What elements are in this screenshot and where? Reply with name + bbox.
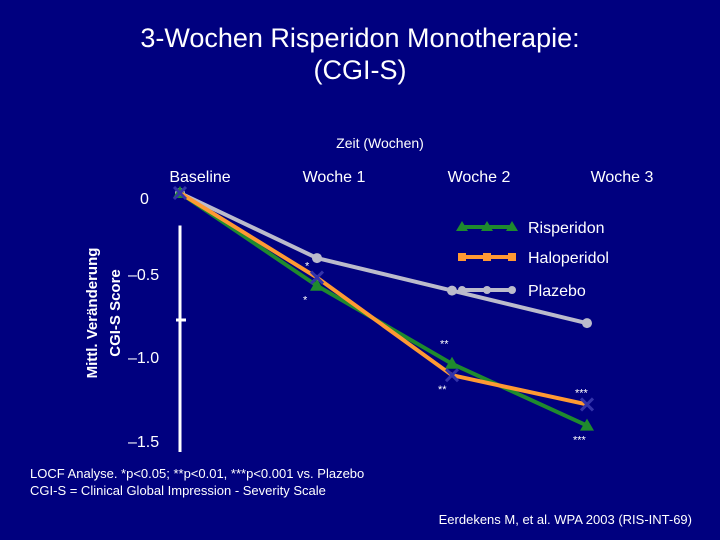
legend-marker-risperidon-0 — [456, 221, 468, 231]
x-tick-label-woche-2: Woche 2 — [448, 169, 511, 186]
legend-marker-plazebo-2 — [508, 286, 516, 294]
y-axis-title-line1: Mittl. Veränderung — [84, 248, 101, 379]
point-haloperidol-woche-1-stroke-b — [309, 270, 325, 285]
x-axis-title: Zeit (Wochen) — [336, 135, 424, 151]
series-line-plazebo — [179, 191, 588, 326]
legend-item-risperidon: Risperidon — [456, 220, 604, 237]
legend-marker-haloperidol-0 — [458, 253, 466, 261]
chart-title: 3-Wochen Risperidon Monotherapie: (CGI-S… — [0, 22, 720, 86]
annotation-4: *** — [575, 387, 589, 399]
x-tick-label-woche-3: Woche 3 — [591, 169, 654, 186]
y-tick-label--1-0: –1.0 — [128, 350, 159, 367]
point-risperidon-woche-1 — [310, 278, 324, 291]
point-haloperidol-woche-2-stroke-b — [444, 368, 460, 383]
annotation-0: * — [305, 261, 310, 273]
y-axis-title-line2: CGI-S Score — [107, 269, 124, 357]
chart-title-line1: 3-Wochen Risperidon Monotherapie: — [140, 23, 580, 53]
x-tick-label-baseline: Baseline — [169, 169, 230, 186]
y-tick-label-0: 0 — [140, 191, 149, 208]
series-haloperidol — [172, 185, 595, 412]
legend-marker-haloperidol-1 — [483, 253, 491, 261]
x-tick-label-woche-1: Woche 1 — [303, 169, 366, 186]
series-lines — [172, 185, 595, 431]
y-tick-labels: 0 –0.5 –1.0 –1.5 — [128, 191, 159, 451]
point-haloperidol-woche-3 — [579, 397, 595, 412]
point-haloperidol-woche-2 — [444, 368, 460, 383]
y-tick-label--0-5: –0.5 — [128, 267, 159, 284]
legend-label-haloperidol: Haloperidol — [528, 250, 609, 267]
point-haloperidol-woche-3-stroke-b — [579, 397, 595, 412]
legend-label-plazebo: Plazebo — [528, 283, 586, 300]
legend-label-risperidon: Risperidon — [528, 220, 604, 237]
point-plazebo-woche-1 — [312, 253, 322, 264]
point-plazebo-woche-3 — [582, 318, 592, 329]
legend-marker-plazebo-1 — [483, 286, 491, 294]
point-haloperidol-baseline — [172, 185, 188, 201]
chart-title-line2: (CGI-S) — [313, 55, 407, 85]
footnote-line1: LOCF Analyse. *p<0.05; **p<0.01, ***p<0.… — [30, 466, 365, 481]
point-risperidon-woche-3 — [580, 418, 594, 431]
legend-item-plazebo: Plazebo — [458, 283, 586, 300]
point-risperidon-woche-2 — [445, 356, 459, 369]
legend-item-haloperidol: Haloperidol — [458, 250, 609, 267]
legend-marker-plazebo-0 — [458, 286, 466, 294]
annotation-5: *** — [573, 435, 587, 447]
legend: Risperidon Haloperidol Plazebo — [456, 220, 609, 300]
annotation-2: ** — [440, 339, 449, 351]
y-tick-label--1-5: –1.5 — [128, 434, 159, 451]
x-tick-labels: Baseline Woche 1 Woche 2 Woche 3 — [169, 169, 653, 186]
legend-marker-haloperidol-2 — [508, 253, 516, 261]
legend-marker-risperidon-2 — [506, 221, 518, 231]
legend-marker-risperidon-1 — [481, 221, 493, 231]
footnote-line2: CGI-S = Clinical Global Impression - Sev… — [30, 483, 326, 498]
annotation-1: * — [303, 295, 308, 307]
annotation-3: ** — [438, 384, 447, 396]
point-plazebo-woche-2 — [447, 285, 457, 296]
significance-annotations: ****** ****** — [303, 261, 589, 447]
point-haloperidol-baseline-stroke-b — [172, 185, 188, 201]
axes — [176, 225, 186, 452]
series-line-haloperidol — [178, 191, 588, 407]
point-haloperidol-woche-1 — [309, 270, 325, 285]
citation: Eerdekens M, et al. WPA 2003 (RIS-INT-69… — [438, 512, 692, 527]
